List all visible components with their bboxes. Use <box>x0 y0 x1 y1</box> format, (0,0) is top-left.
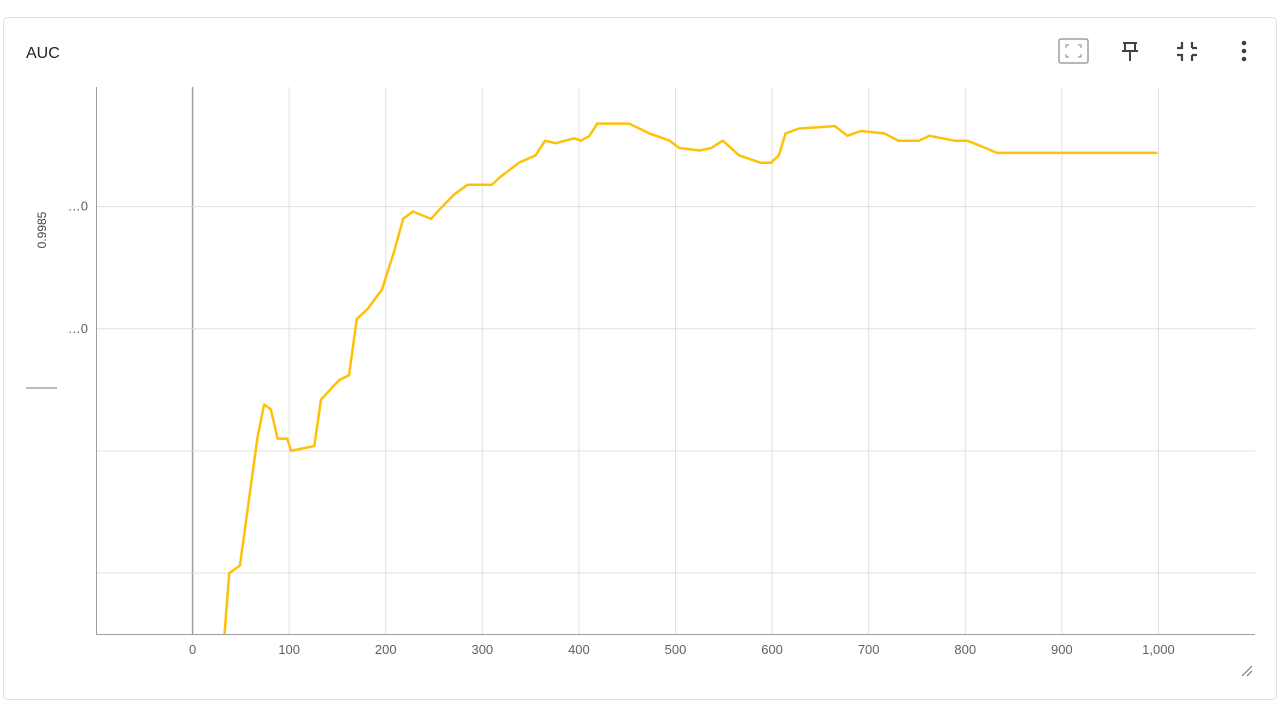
fit-domain-button[interactable] <box>1058 38 1089 64</box>
y-tick-label: …0 <box>68 321 88 336</box>
pin-button[interactable] <box>1122 42 1138 61</box>
plot-area <box>223 122 1158 634</box>
x-tick-label: 600 <box>761 642 783 657</box>
x-tick-label: 1,000 <box>1142 642 1175 657</box>
y-tick-label: …0 <box>68 199 88 214</box>
x-tick-label: 200 <box>375 642 397 657</box>
card-border <box>3 17 1277 700</box>
x-tick-label: 900 <box>1051 642 1073 657</box>
series-line <box>223 122 1158 634</box>
x-tick-label: 800 <box>954 642 976 657</box>
collapse-button[interactable] <box>1177 42 1197 61</box>
chart-title: AUC <box>26 45 60 62</box>
x-tick-label: 300 <box>471 642 493 657</box>
x-tick-label: 0 <box>189 642 196 657</box>
x-tick-label: 100 <box>278 642 300 657</box>
x-tick-label: 500 <box>665 642 687 657</box>
more-menu-button[interactable] <box>1241 40 1247 62</box>
x-tick-label: 700 <box>858 642 880 657</box>
x-tick-label: 400 <box>568 642 590 657</box>
grid <box>96 87 1255 634</box>
toolbar <box>1058 38 1247 64</box>
y-axis-label: 0.9985 <box>35 211 49 248</box>
resize-handle[interactable] <box>1241 665 1253 677</box>
